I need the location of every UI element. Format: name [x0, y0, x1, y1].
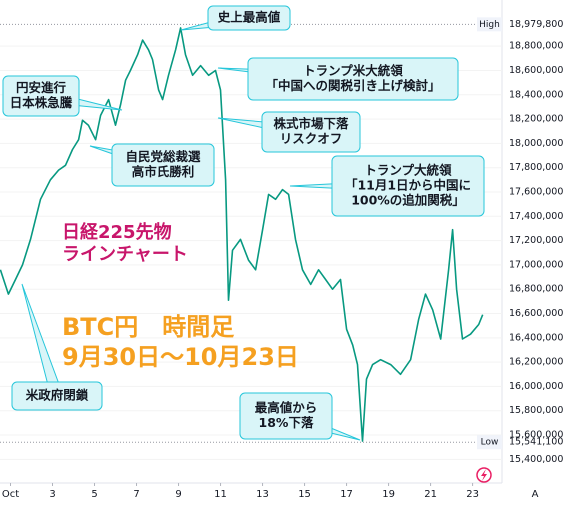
y-tick-label: 17,600,000 [509, 187, 563, 198]
y-tick-label: 15,400,000 [509, 454, 563, 465]
callout-text: 円安進行 [16, 80, 67, 95]
y-tick-label: 17,400,000 [509, 211, 563, 222]
x-tick-label: 17 [340, 489, 353, 500]
callout-text: トランプ米大統領 [303, 63, 403, 78]
y-tick-label: 18,000,000 [509, 138, 563, 149]
y-tick-label: 17,200,000 [509, 235, 563, 246]
callout-cover [333, 157, 483, 215]
level-badge [477, 17, 502, 32]
overlay-title: 9月30日～10月23日 [62, 343, 299, 371]
level-name: Low [481, 438, 499, 448]
callout-text: 「11月1日から中国に [345, 178, 471, 193]
callout-cover [209, 7, 289, 29]
callout-text: 史上最高値 [218, 10, 281, 25]
callout-text: 100%の追加関税」 [351, 193, 465, 208]
x-tick-label: 19 [382, 489, 395, 500]
x-tick-label: 9 [175, 489, 181, 500]
callout-text: 株式市場下落 [273, 116, 349, 131]
x-tick-label: 3 [49, 489, 55, 500]
y-tick-label: 18,400,000 [509, 89, 563, 100]
callout-text: 日本株急騰 [10, 95, 73, 110]
x-tick-label: 5 [91, 489, 97, 500]
callout: 史上最高値 [180, 5, 291, 31]
y-tick-label: 18,800,000 [509, 41, 563, 52]
level-value: 15,541,100 [509, 437, 563, 448]
callout-cover [113, 145, 213, 185]
callout-cover [4, 77, 78, 115]
y-tick-label: 16,200,000 [509, 357, 563, 368]
callout: 米政府閉鎖 [11, 283, 103, 411]
y-tick-label: 15,600,000 [509, 430, 563, 441]
callout-cover [263, 113, 359, 151]
level-name: High [479, 20, 500, 30]
callout-cover [241, 394, 331, 438]
y-tick-label: 15,800,000 [509, 405, 563, 416]
x-tick-label: 11 [214, 489, 227, 500]
y-tick-label: 18,600,000 [509, 65, 563, 76]
callout-text: 最高値から [255, 400, 318, 415]
overlay-title: BTC円 時間足 [62, 313, 234, 341]
callout-text: 「中国への関税引き上げ検討」 [265, 78, 440, 93]
y-tick-label: 17,800,000 [509, 162, 563, 173]
overlay-label: ラインチャート [62, 244, 188, 265]
callout-cover [249, 59, 457, 99]
auto-scale-button[interactable]: A [532, 489, 539, 500]
level-value: 18,979,800 [509, 19, 563, 30]
callout-text: 米政府閉鎖 [25, 388, 89, 403]
price-line [0, 27, 484, 442]
y-tick-label: 16,800,000 [509, 284, 563, 295]
level-badge [477, 435, 502, 450]
x-tick-label: 13 [256, 489, 269, 500]
callout-text: 18%下落 [259, 415, 314, 430]
x-tick-label: 21 [424, 489, 437, 500]
callout-text: リスクオフ [280, 131, 343, 146]
overlay-label: 日経225先物 [62, 221, 172, 243]
callout-text: 自民党総裁選 [125, 149, 201, 164]
lightning-icon[interactable] [476, 467, 492, 483]
y-tick-label: 17,000,000 [509, 259, 563, 270]
callout-text: トランプ大統領 [364, 163, 452, 178]
callout: トランプ米大統領「中国への関税引き上げ検討」 [217, 57, 459, 101]
x-tick-label: 23 [466, 489, 479, 500]
y-tick-label: 18,200,000 [509, 114, 563, 125]
y-tick-label: 16,000,000 [509, 381, 563, 392]
y-tick-label: 16,400,000 [509, 332, 563, 343]
x-tick-label: 15 [298, 489, 311, 500]
x-tick-label: 7 [133, 489, 139, 500]
callout-cover [13, 383, 101, 409]
callout-text: 高市氏勝利 [132, 164, 195, 179]
y-tick-label: 16,600,000 [509, 308, 563, 319]
x-tick-label: Oct [2, 489, 19, 500]
